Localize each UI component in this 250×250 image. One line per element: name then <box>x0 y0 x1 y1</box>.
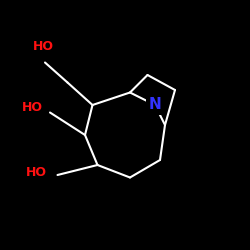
Text: N: N <box>148 98 162 112</box>
Text: HO: HO <box>26 166 47 179</box>
Text: HO: HO <box>33 40 54 53</box>
Text: HO: HO <box>22 101 43 114</box>
